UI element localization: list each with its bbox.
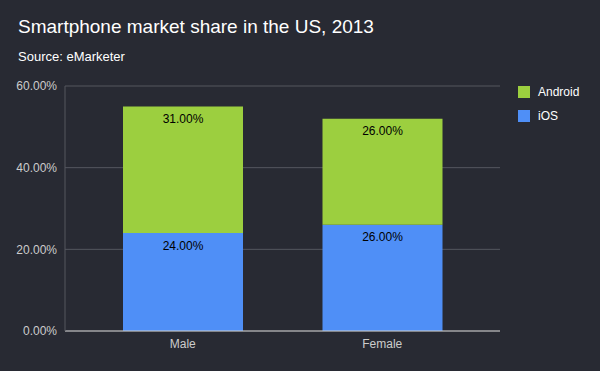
html-text:Source: eMarketer: Source: eMarketer (18, 49, 125, 64)
svg-text:26.00%: 26.00% (362, 230, 403, 244)
svg-text:24.00%: 24.00% (163, 239, 204, 253)
svg-text:0.00%: 0.00% (23, 324, 57, 338)
svg-text:Female: Female (362, 337, 402, 351)
html-text:Smartphone market share in the: Smartphone market share in the US, 2013 (18, 16, 374, 37)
svg-text:26.00%: 26.00% (362, 124, 403, 138)
svg-text:31.00%: 31.00% (163, 112, 204, 126)
html-text:iOS: iOS (538, 109, 558, 123)
html-text:Android: Android (538, 85, 580, 99)
svg-text:20.00%: 20.00% (16, 243, 57, 257)
svg-text:Male: Male (170, 337, 196, 351)
svg-text:40.00%: 40.00% (16, 161, 57, 175)
svg-text:60.00%: 60.00% (16, 79, 57, 93)
